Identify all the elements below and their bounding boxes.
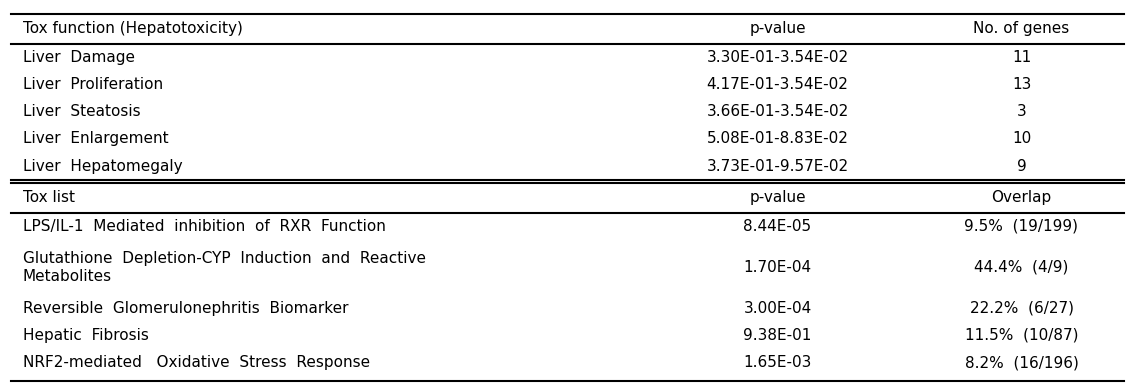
Text: 3: 3 — [1017, 104, 1026, 119]
Text: Liver  Steatosis: Liver Steatosis — [23, 104, 141, 119]
Text: Reversible  Glomerulonephritis  Biomarker: Reversible Glomerulonephritis Biomarker — [23, 301, 348, 316]
Text: 3.73E-01-9.57E-02: 3.73E-01-9.57E-02 — [706, 159, 849, 174]
Text: 44.4%  (4/9): 44.4% (4/9) — [974, 260, 1069, 275]
Text: 9.38E-01: 9.38E-01 — [743, 328, 812, 343]
Text: Overlap: Overlap — [991, 190, 1052, 205]
Text: Glutathione  Depletion-CYP  Induction  and  Reactive
Metabolites: Glutathione Depletion-CYP Induction and … — [23, 251, 426, 284]
Text: 1.65E-03: 1.65E-03 — [743, 355, 812, 370]
Text: Liver  Damage: Liver Damage — [23, 50, 135, 65]
Text: 4.17E-01-3.54E-02: 4.17E-01-3.54E-02 — [706, 77, 849, 92]
Text: 10: 10 — [1012, 131, 1031, 146]
Text: LPS/IL-1  Mediated  inhibition  of  RXR  Function: LPS/IL-1 Mediated inhibition of RXR Func… — [23, 219, 386, 234]
Text: 1.70E-04: 1.70E-04 — [743, 260, 812, 275]
Text: 9: 9 — [1017, 159, 1026, 174]
Text: 9.5%  (19/199): 9.5% (19/199) — [965, 219, 1078, 234]
Text: 3.66E-01-3.54E-02: 3.66E-01-3.54E-02 — [706, 104, 849, 119]
Text: Liver  Hepatomegaly: Liver Hepatomegaly — [23, 159, 183, 174]
Text: Hepatic  Fibrosis: Hepatic Fibrosis — [23, 328, 149, 343]
Text: 3.00E-04: 3.00E-04 — [743, 301, 812, 316]
Text: p-value: p-value — [749, 21, 806, 36]
Text: 11: 11 — [1012, 50, 1031, 65]
Text: Tox function (Hepatotoxicity): Tox function (Hepatotoxicity) — [23, 21, 243, 36]
Text: Liver  Proliferation: Liver Proliferation — [23, 77, 162, 92]
Text: 22.2%  (6/27): 22.2% (6/27) — [969, 301, 1074, 316]
Text: Liver  Enlargement: Liver Enlargement — [23, 131, 168, 146]
Text: 8.2%  (16/196): 8.2% (16/196) — [965, 355, 1078, 370]
Text: No. of genes: No. of genes — [974, 21, 1069, 36]
Text: 3.30E-01-3.54E-02: 3.30E-01-3.54E-02 — [706, 50, 849, 65]
Text: NRF2-mediated   Oxidative  Stress  Response: NRF2-mediated Oxidative Stress Response — [23, 355, 370, 370]
Text: Tox list: Tox list — [23, 190, 75, 205]
Text: p-value: p-value — [749, 190, 806, 205]
Text: 11.5%  (10/87): 11.5% (10/87) — [965, 328, 1078, 343]
Text: 8.44E-05: 8.44E-05 — [743, 219, 812, 234]
Text: 13: 13 — [1011, 77, 1032, 92]
Text: 5.08E-01-8.83E-02: 5.08E-01-8.83E-02 — [706, 131, 849, 146]
